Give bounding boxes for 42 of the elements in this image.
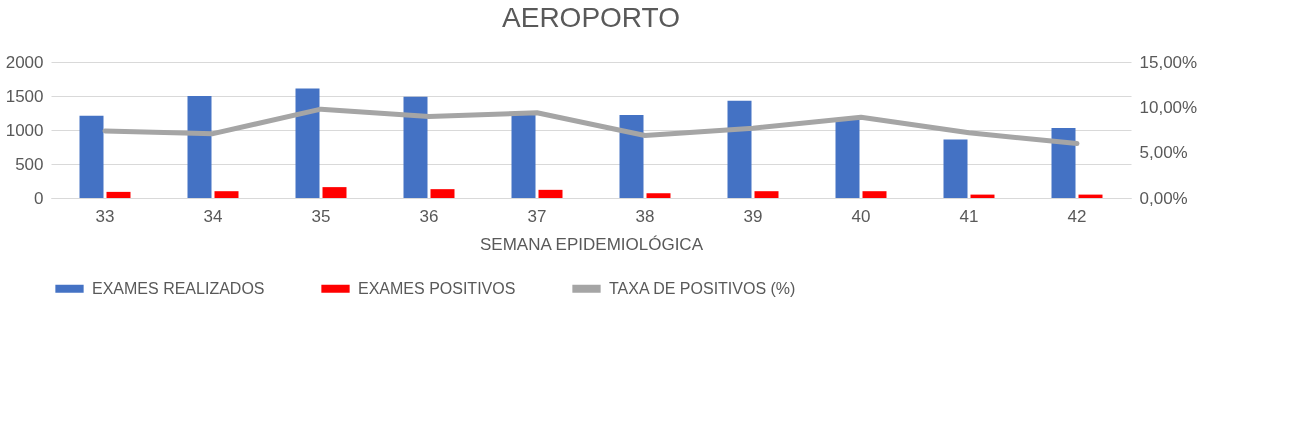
- bar: [646, 193, 671, 198]
- legend-label: TAXA DE POSITIVOS (%): [609, 279, 796, 297]
- bar: [430, 189, 455, 198]
- x-tick-label: 41: [959, 206, 979, 226]
- x-axis-title: SEMANA EPIDEMIOLÓGICA: [480, 234, 704, 254]
- y-tick-label: 2000: [5, 52, 44, 72]
- y2-tick-label: 0,00%: [1139, 188, 1188, 208]
- bar: [754, 191, 779, 198]
- bar: [322, 187, 347, 198]
- bar: [835, 118, 860, 198]
- y-tick-label: 0: [34, 188, 44, 208]
- x-tick-label: 38: [635, 206, 655, 226]
- x-tick-label: 37: [527, 206, 547, 226]
- bar: [511, 114, 536, 198]
- bar: [106, 191, 131, 198]
- y2-tick-label: 10,00%: [1139, 97, 1198, 117]
- bar: [1051, 127, 1076, 198]
- bar: [862, 191, 887, 198]
- bar: [538, 189, 563, 198]
- x-tick-label: 33: [95, 206, 115, 226]
- legend-label: EXAMES REALIZADOS: [92, 279, 265, 297]
- y2-tick-label: 5,00%: [1139, 143, 1188, 163]
- bar: [727, 100, 752, 198]
- x-tick-label: 34: [203, 206, 223, 226]
- bar: [79, 115, 104, 198]
- x-tick-label: 42: [1067, 206, 1087, 226]
- x-tick-label: 39: [743, 206, 763, 226]
- bar: [214, 191, 239, 198]
- x-tick-label: 35: [311, 206, 331, 226]
- y-tick-label: 1000: [5, 120, 44, 140]
- x-tick-label: 40: [851, 206, 871, 226]
- x-tick-label: 36: [419, 206, 439, 226]
- y-tick-label: 500: [15, 154, 44, 174]
- legend-label: EXAMES POSITIVOS: [358, 279, 516, 297]
- bar: [943, 139, 968, 198]
- bar: [619, 115, 644, 198]
- bar: [403, 96, 428, 198]
- chart-title: AEROPORTO: [502, 2, 680, 33]
- bar: [187, 96, 212, 198]
- y-tick-label: 1500: [5, 86, 44, 106]
- bar: [295, 88, 320, 198]
- y2-tick-label: 15,00%: [1139, 52, 1198, 72]
